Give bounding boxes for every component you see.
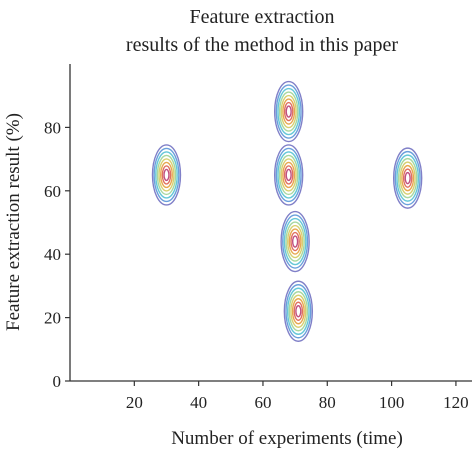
contour-ring-peak-6 (397, 157, 418, 199)
contour-ring-peak-3 (275, 147, 302, 203)
contour-ring-peak-6 (402, 168, 413, 188)
contour-ring-peak-2 (275, 84, 302, 139)
contour-ring-peak-2 (282, 98, 296, 125)
chart-title-line-2: results of the method in this paper (126, 34, 399, 56)
contour-ring-peak-6 (392, 147, 423, 209)
contour-ring-peak-2 (280, 94, 297, 129)
contour-ring-peak-4 (288, 228, 302, 255)
contour-ring-peak-5 (283, 280, 314, 342)
contour-ring-peak-5 (288, 291, 309, 332)
y-tick-label: 0 (53, 372, 62, 391)
contour-ring-peak-4 (282, 214, 309, 269)
y-tick-label: 40 (44, 245, 61, 264)
contour-ring-peak-1 (161, 165, 172, 185)
contour-ring-peak-5 (295, 305, 302, 318)
contour-ring-peak-3 (273, 144, 304, 206)
contour-ring-peak-3 (280, 158, 297, 192)
contour-ring-peak-5 (285, 284, 312, 339)
x-tick-label: 60 (254, 393, 271, 412)
contour-ring-peak-2 (285, 105, 292, 118)
contour-ring-peak-4 (285, 221, 305, 262)
x-tick-label: 80 (319, 393, 336, 412)
x-tick-label: 120 (443, 393, 469, 412)
contour-ring-peak-5 (286, 287, 310, 335)
y-axis-label: Feature extraction result (%) (3, 113, 24, 331)
y-tick-label: 80 (44, 118, 61, 137)
contour-ring-peak-1 (160, 161, 173, 189)
contour-ring-peak-2 (277, 87, 301, 136)
contour-ring-peak-5 (290, 294, 307, 328)
contour-ring-peak-5 (291, 298, 305, 325)
contour-ring-peak-1 (155, 151, 178, 199)
x-axis-label: Number of experiments (time) (171, 428, 403, 449)
contour-ring-peak-3 (283, 165, 294, 185)
contour-ring-peak-2 (283, 101, 294, 122)
contour-ring-peak-4 (290, 231, 300, 252)
contour-ring-peak-6 (404, 171, 411, 185)
contour-ring-peak-3 (278, 154, 299, 196)
contour-ring-peak-5 (293, 301, 304, 321)
contour-ring-peak-6 (401, 164, 415, 192)
x-tick-label: 100 (379, 393, 405, 412)
y-tick-label: 20 (44, 309, 61, 328)
contour-ring-peak-1 (158, 158, 175, 192)
contour-ring-peak-6 (396, 154, 420, 202)
plot-area: 20 40 60 80 100 120 0 20 40 60 80 (44, 64, 472, 412)
contour-ring-peak-6 (399, 161, 416, 195)
contour-ring-peak-2 (278, 91, 299, 132)
contour-ring-peak-3 (277, 151, 301, 199)
contour-ring-peak-1 (163, 168, 170, 182)
chart-title-line-1: Feature extraction (190, 6, 335, 28)
contour-ring-peak-3 (285, 168, 292, 182)
x-tick-label: 40 (190, 393, 207, 412)
x-tick-label: 20 (126, 393, 143, 412)
contour-ring-peak-1 (153, 147, 180, 203)
contour-ring-peak-1 (151, 144, 182, 206)
contour-ring-peak-4 (283, 217, 307, 266)
contour-ring-peak-2 (273, 80, 304, 143)
contour-ring-peak-3 (282, 161, 296, 189)
contour-ring-peak-6 (394, 150, 421, 206)
contour-ring-peak-1 (156, 154, 177, 196)
contour-ring-peak-4 (291, 235, 299, 248)
contour-ring-peak-4 (280, 210, 310, 273)
y-tick-label: 60 (44, 182, 61, 201)
contour-ring-peak-4 (287, 224, 304, 259)
